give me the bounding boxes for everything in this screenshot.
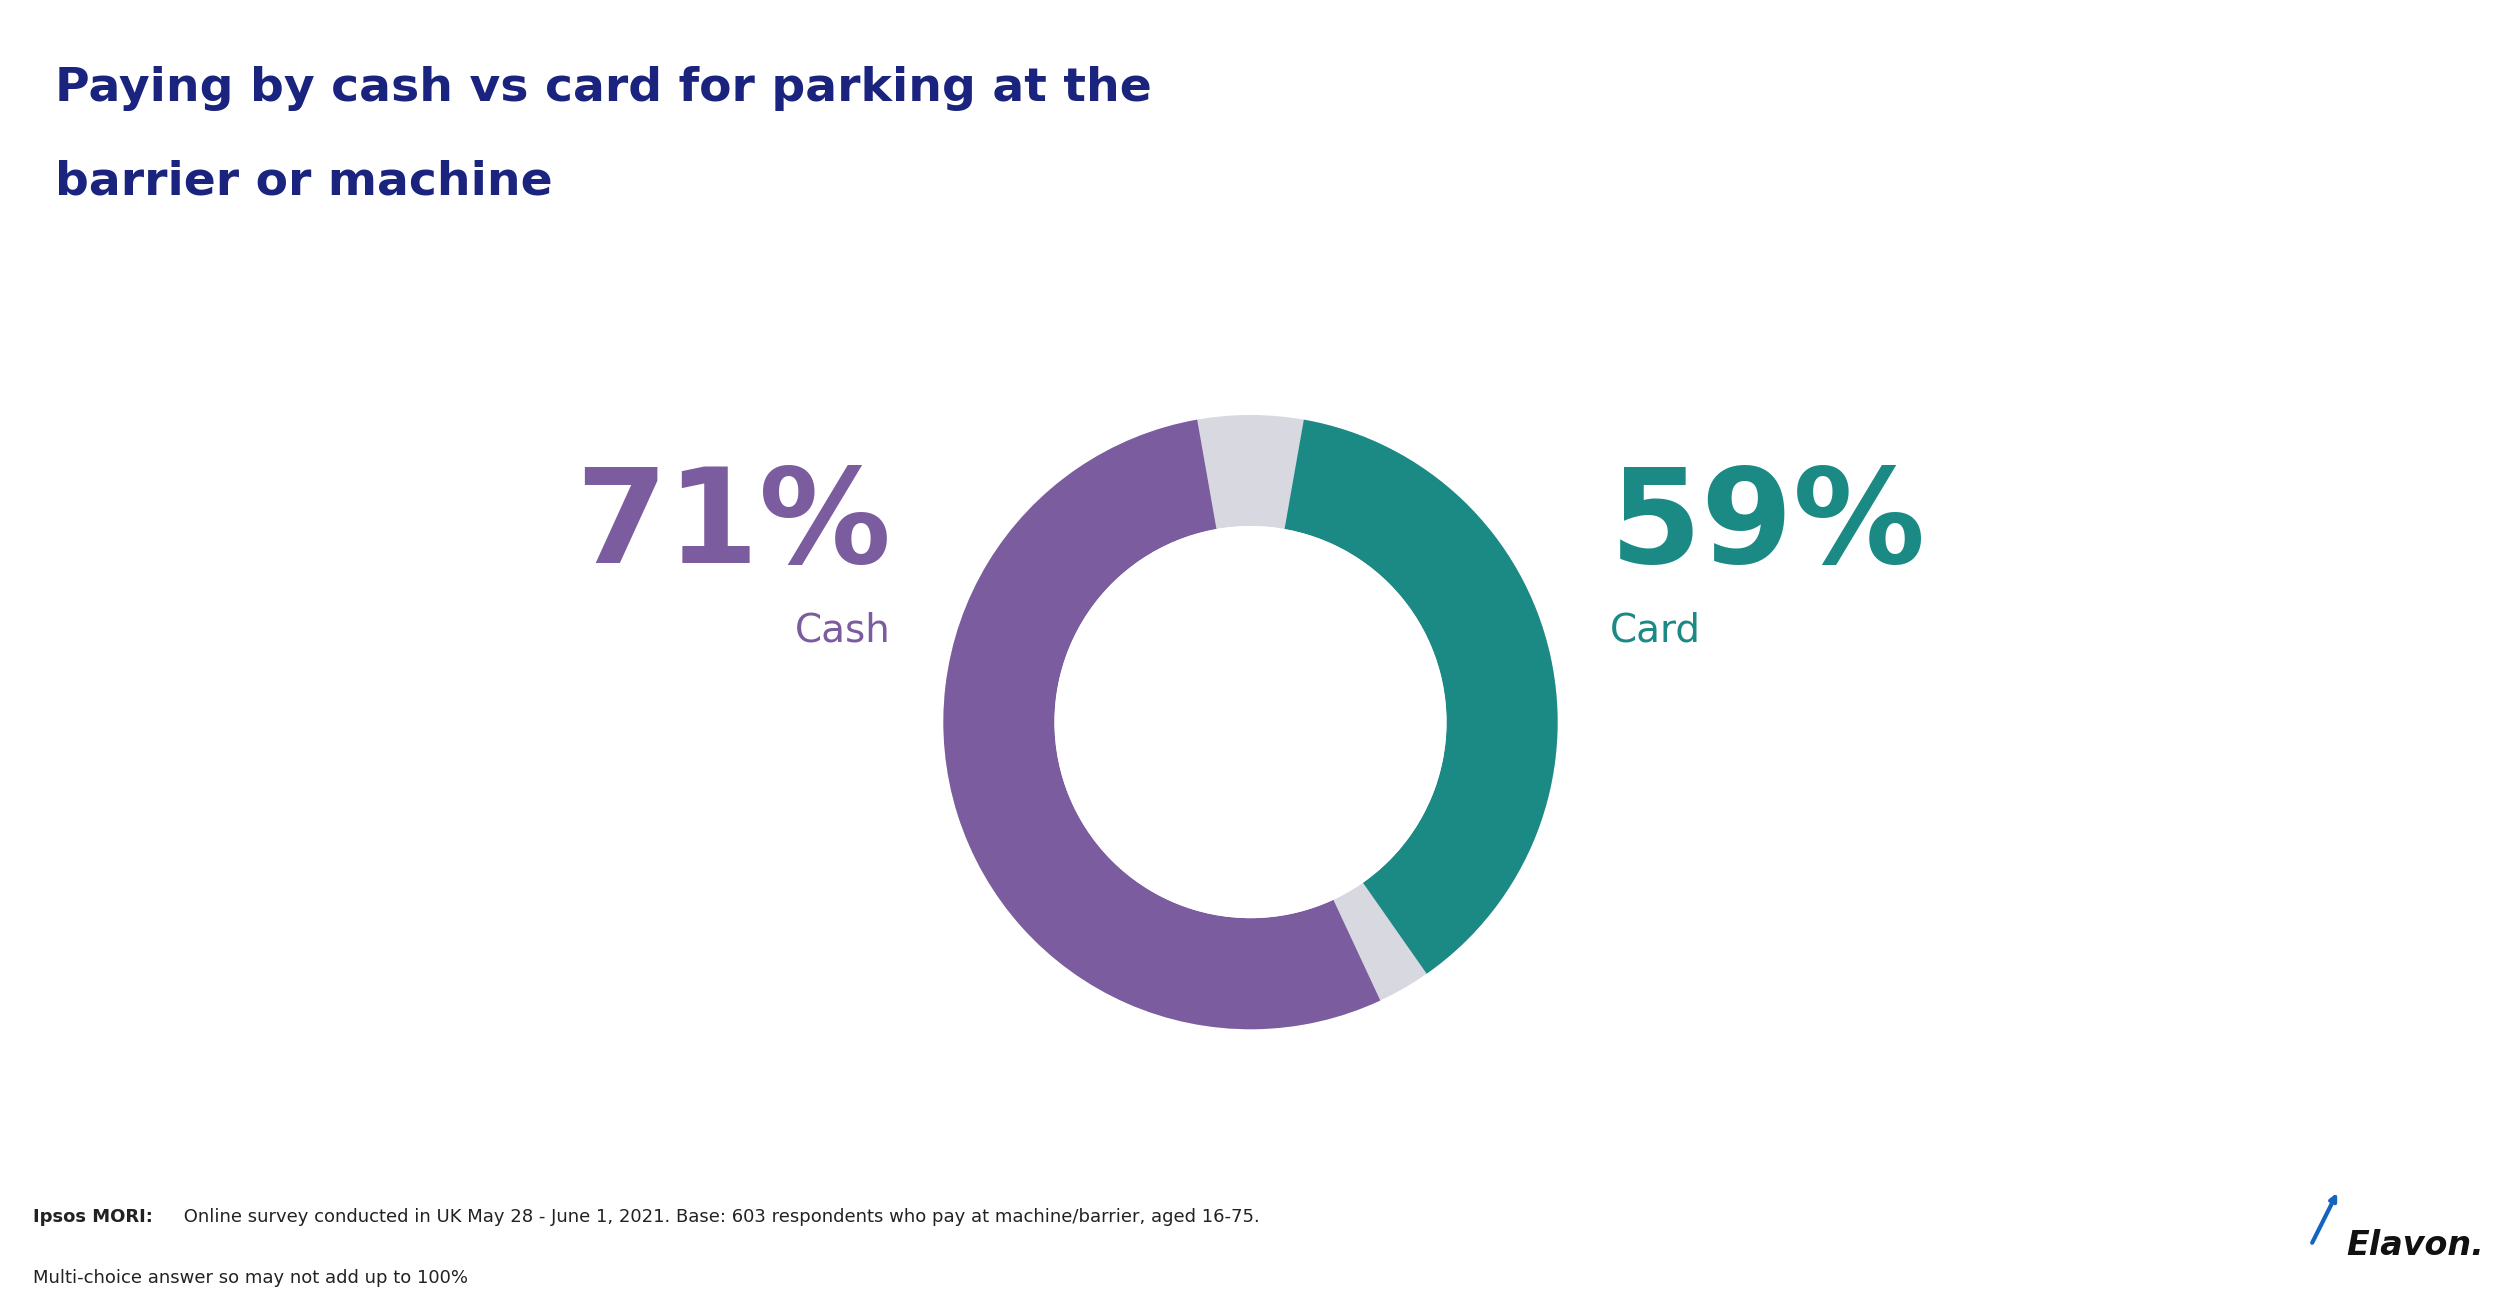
Text: Paying by cash vs card for parking at the: Paying by cash vs card for parking at th… — [55, 65, 1153, 111]
Text: 59%: 59% — [1611, 463, 1926, 589]
Text: Online survey conducted in UK May 28 - June 1, 2021. Base: 603 respondents who p: Online survey conducted in UK May 28 - J… — [178, 1208, 1261, 1226]
Text: Cash: Cash — [795, 612, 890, 650]
Text: barrier or machine: barrier or machine — [55, 159, 553, 205]
Wedge shape — [1286, 420, 1558, 974]
Text: Elavon.: Elavon. — [2346, 1229, 2483, 1261]
Wedge shape — [943, 416, 1558, 1030]
Text: Multi-choice answer so may not add up to 100%: Multi-choice answer so may not add up to… — [33, 1269, 468, 1286]
Text: Ipsos MORI:: Ipsos MORI: — [33, 1208, 153, 1226]
Wedge shape — [943, 420, 1381, 1029]
Text: Card: Card — [1611, 612, 1701, 650]
Circle shape — [1055, 525, 1446, 919]
Text: 71%: 71% — [575, 463, 890, 589]
